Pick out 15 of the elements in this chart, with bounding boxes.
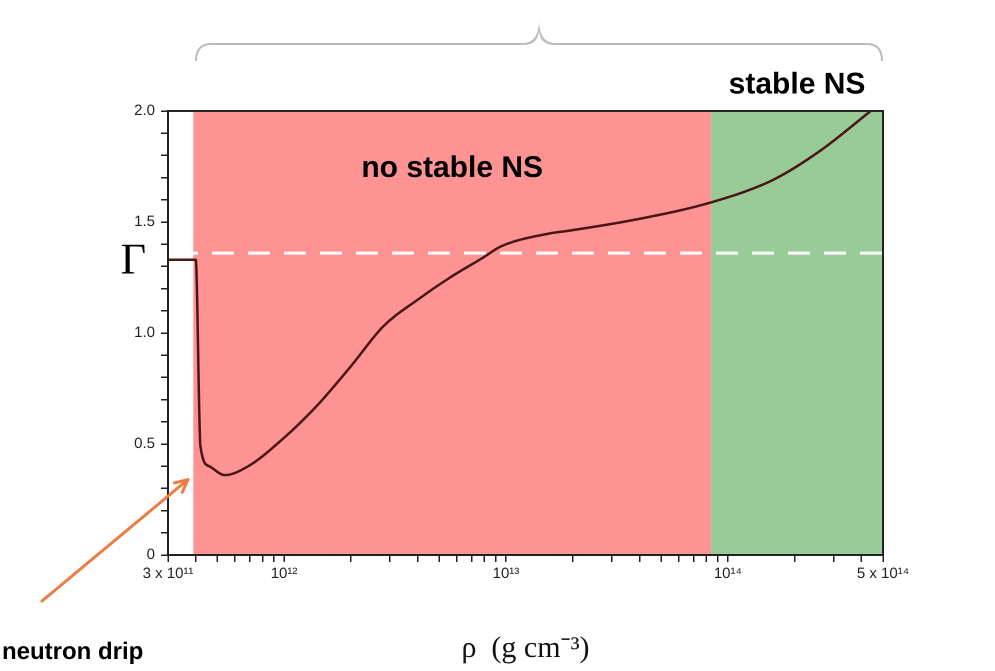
x-tick-label: 10¹³ (492, 565, 520, 582)
y-tick-label: 1.0 (134, 324, 155, 342)
x-tick-label: 3 x 10¹¹ (142, 565, 194, 582)
x-axis-title: ρ (g cm⁻³) (461, 630, 590, 664)
y-tick-label: 0 (146, 546, 155, 564)
band-label: stable NS (728, 67, 866, 100)
x-tick-label: 10¹² (270, 565, 298, 582)
y-tick-label: 2.0 (134, 102, 155, 120)
y-tick-label: 1.5 (134, 213, 155, 230)
x-tick-label: 10¹⁴ (714, 565, 742, 582)
band-label: no stable NS (361, 150, 544, 184)
text: neutron drip (2, 638, 144, 665)
y-tick-label: 0.5 (134, 435, 155, 452)
y-axis-title: Γ (120, 234, 146, 284)
x-tick-label: 5 x 10¹⁴ (856, 565, 910, 582)
